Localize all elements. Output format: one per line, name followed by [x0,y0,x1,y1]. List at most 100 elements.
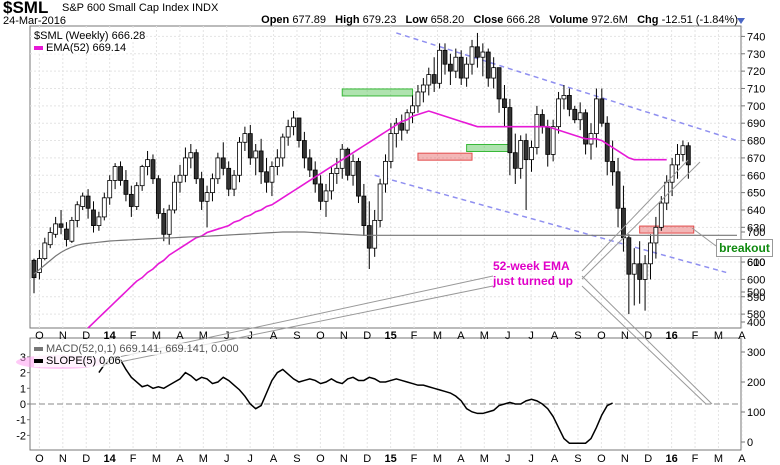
bar-body [150,159,156,180]
bar-body [264,171,269,183]
bar-body [69,219,75,242]
bar-body [502,98,507,108]
bar-body [615,171,621,209]
price-bar [437,43,442,89]
bar-body [145,159,150,167]
price-bar [594,88,599,148]
price-x-tick-label: A [738,330,746,342]
bar-body [172,181,178,211]
bar-body [301,140,307,159]
bar-body [583,112,588,145]
price-bar [453,48,459,79]
price-y-tick-label: 650 [747,188,765,200]
bar-body [199,178,205,202]
price-y-tick-label: 720 [747,66,765,78]
bar-body [285,126,291,138]
price-x-tick-label: O [35,330,44,342]
chevron-down-icon[interactable] [737,18,745,24]
bar-body [47,232,53,246]
price-bar [648,234,653,280]
bar-body [464,63,470,79]
price-bar [58,209,64,235]
price-y-tick-label: 590 [747,292,765,304]
price-bar [323,183,329,217]
price-x-tick-label: J [224,330,230,342]
price-bar [199,171,205,210]
price-bar [685,142,691,179]
price-bar [215,152,221,184]
bar-body [356,160,361,197]
bar-body [393,122,399,135]
bar-body [80,195,86,207]
macd-x-tick-label: F [130,453,137,465]
price-bar [301,131,307,169]
price-bar [680,140,686,162]
price-bar [583,109,588,155]
price-bar [556,91,561,134]
macd-legend: MACD(52,0,1) 669.141, 669.141, 0.000 [34,343,239,355]
slope-swatch [34,359,43,364]
bar-body [404,112,410,131]
bar-body [399,122,405,131]
bar-body [37,258,42,273]
bar-body [210,178,215,194]
price-bar [420,78,426,103]
price-x-tick-label: 16 [665,330,677,342]
price-bar [264,157,269,193]
bar-body [318,183,324,202]
price-bar [383,154,388,193]
price-bar [123,170,129,202]
bar-body [561,95,567,100]
slope-legend-line: SLOPE(5) 0.06 [46,355,121,367]
price-bar [118,161,123,186]
bar-body [491,67,497,79]
channel-line-2 [374,174,727,274]
price-bar [231,170,237,197]
price-x-tick-label: D [82,330,90,342]
macd-x-tick-label: N [340,453,348,465]
price-bar [285,119,291,146]
bar-body [642,263,648,280]
price-bar [96,211,102,231]
price-bar [518,135,524,179]
bar-body [610,160,616,173]
macd-swatch [34,347,43,352]
price-bar [399,114,405,141]
bar-body [388,133,394,162]
bar-body [458,56,464,79]
price-y-tick-label: 710 [747,83,765,95]
macd-x-tick-label: F [411,453,418,465]
price-x-tick-label: O [316,330,325,342]
price-bar [188,144,194,169]
macd-right-tick-label: 300 [747,347,765,359]
bar-body [296,117,302,141]
price-bar [134,182,140,210]
slope-legend: SLOPE(5) 0.06 [34,355,121,367]
bar-body [42,242,48,259]
price-bar [210,173,215,202]
price-bar [615,157,621,228]
price-bar [626,234,632,315]
macd-x-tick-label: M [433,453,442,465]
price-bar [485,48,491,87]
bar-body [237,141,242,176]
price-x-tick-label: F [692,330,699,342]
price-y-tick-label: 670 [747,153,765,165]
bar-body [485,51,491,79]
bar-body [496,67,502,100]
bar-body [274,157,280,167]
bar-body [475,46,480,58]
bar-body [637,263,643,280]
price-bar [404,109,410,134]
price-bar [410,95,415,124]
bar-body [242,133,248,143]
breakout-annotation: breakout [716,239,773,257]
macd-x-tick-label: J [505,453,511,465]
price-bar [431,57,437,92]
bar-body [258,150,264,173]
bar-body [507,107,513,154]
bar-body [361,195,367,226]
callout-line [581,161,701,280]
